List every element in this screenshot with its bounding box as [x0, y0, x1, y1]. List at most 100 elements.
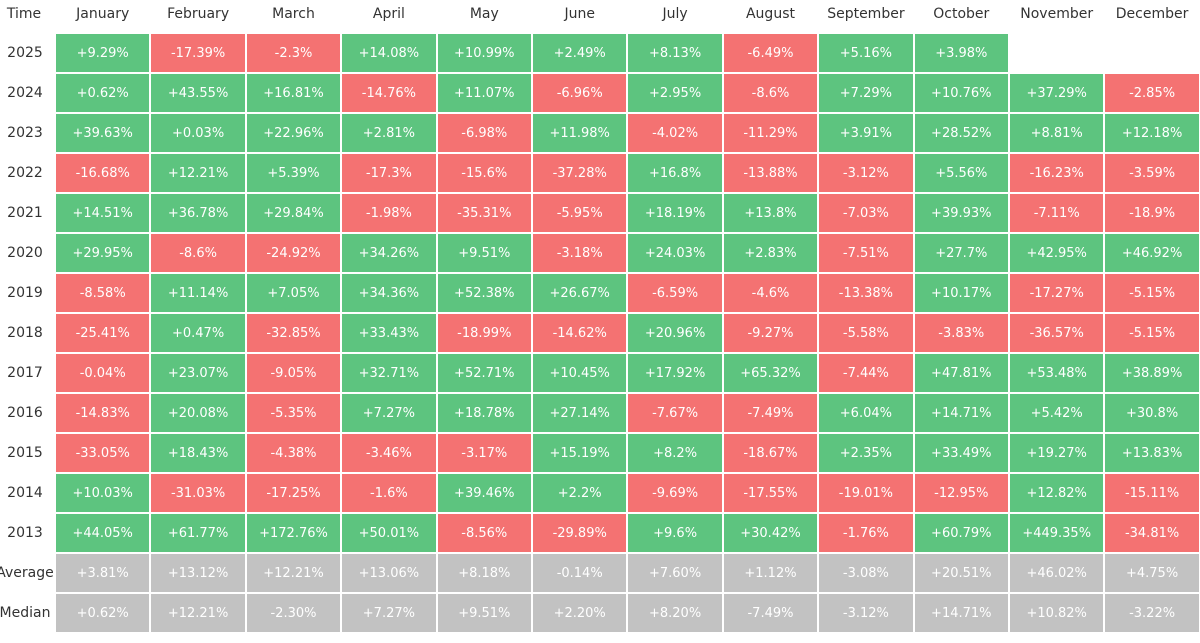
return-cell: +27.14% [533, 394, 627, 432]
return-cell: -14.62% [533, 314, 627, 352]
header-cell: September [827, 6, 905, 22]
summary-cell: +10.82% [1010, 594, 1104, 632]
return-cell: +10.99% [437, 34, 531, 72]
return-cell: -5.95% [533, 194, 627, 232]
header-cell: July [662, 6, 688, 22]
return-cell: +10.45% [533, 354, 627, 392]
return-cell: -17.55% [723, 474, 818, 512]
return-cell: +7.29% [819, 74, 913, 112]
return-cell: -36.57% [1010, 314, 1104, 352]
return-cell: -9.69% [628, 474, 722, 512]
return-cell: -3.18% [533, 234, 627, 272]
return-cell: +0.47% [151, 314, 245, 352]
return-cell: -16.68% [56, 154, 150, 192]
return-cell: +37.29% [1010, 74, 1104, 112]
summary-cell: -2.30% [246, 594, 341, 632]
summary-cell: -3.12% [819, 594, 913, 632]
return-cell: +53.48% [1010, 354, 1104, 392]
return-cell: +34.26% [342, 234, 436, 272]
return-cell: +61.77% [151, 514, 245, 552]
return-cell: -17.25% [246, 474, 341, 512]
summary-cell: +14.71% [914, 594, 1008, 632]
return-cell: +65.32% [723, 354, 818, 392]
header-cell: February [167, 6, 230, 22]
summary-cell: -3.08% [819, 554, 913, 592]
summary-cell: +7.27% [342, 594, 436, 632]
return-cell: +33.49% [914, 434, 1008, 472]
return-cell: +32.71% [342, 354, 436, 392]
return-cell: -5.58% [819, 314, 913, 352]
return-cell: -13.38% [819, 274, 913, 312]
return-cell: +9.51% [437, 234, 531, 272]
return-cell: -2.3% [246, 34, 341, 72]
return-cell: -6.98% [437, 114, 531, 152]
return-cell: -13.88% [723, 154, 818, 192]
return-cell: +16.81% [246, 74, 341, 112]
return-cell: -14.76% [342, 74, 436, 112]
return-cell: +2.81% [342, 114, 436, 152]
summary-cell: +2.20% [533, 594, 627, 632]
return-cell: -15.6% [437, 154, 531, 192]
return-cell: +12.21% [151, 154, 245, 192]
row-label: Average [0, 565, 54, 581]
return-cell: +34.36% [342, 274, 436, 312]
return-cell: -34.81% [1105, 514, 1199, 552]
return-cell: +14.51% [56, 194, 150, 232]
return-cell: +172.76% [246, 514, 341, 552]
return-cell: +33.43% [342, 314, 436, 352]
row-label: 2024 [7, 85, 43, 101]
row-label: 2023 [7, 125, 43, 141]
header-cell: March [272, 6, 315, 22]
return-cell: -5.15% [1105, 314, 1199, 352]
return-cell: +14.71% [914, 394, 1008, 432]
return-cell: +3.91% [819, 114, 913, 152]
return-cell: +10.03% [56, 474, 150, 512]
return-cell: -3.46% [342, 434, 436, 472]
return-cell: -7.03% [819, 194, 913, 232]
return-cell: -3.83% [914, 314, 1008, 352]
return-cell: +29.84% [246, 194, 341, 232]
return-cell: -8.56% [437, 514, 531, 552]
return-cell: -7.49% [723, 394, 818, 432]
return-cell: +2.83% [723, 234, 818, 272]
return-cell: +8.13% [628, 34, 722, 72]
return-cell: +11.07% [437, 74, 531, 112]
return-cell: -32.85% [246, 314, 341, 352]
return-cell: +27.7% [914, 234, 1008, 272]
return-cell: +16.8% [628, 154, 722, 192]
summary-cell: -3.22% [1105, 594, 1199, 632]
return-cell: -6.96% [533, 74, 627, 112]
summary-cell: +46.02% [1010, 554, 1104, 592]
return-cell: -9.27% [723, 314, 818, 352]
return-cell: -8.6% [723, 74, 818, 112]
return-cell: -1.76% [819, 514, 913, 552]
row-label: 2015 [7, 445, 43, 461]
summary-cell: +20.51% [914, 554, 1008, 592]
return-cell: +28.52% [914, 114, 1008, 152]
return-cell: -35.31% [437, 194, 531, 232]
row-label: 2013 [7, 525, 43, 541]
return-cell: +7.27% [342, 394, 436, 432]
return-cell: -15.11% [1105, 474, 1199, 512]
return-cell: +0.03% [151, 114, 245, 152]
summary-cell: +12.21% [246, 554, 341, 592]
return-cell: +39.93% [914, 194, 1008, 232]
return-cell: -7.67% [628, 394, 722, 432]
return-cell: +3.98% [914, 34, 1008, 72]
return-cell: +18.78% [437, 394, 531, 432]
return-cell: -4.38% [246, 434, 341, 472]
return-cell: -4.6% [723, 274, 818, 312]
return-cell: -18.9% [1105, 194, 1199, 232]
row-label: Median [0, 605, 51, 621]
return-cell: +18.43% [151, 434, 245, 472]
row-label: 2022 [7, 165, 43, 181]
return-cell: +0.62% [56, 74, 150, 112]
return-cell: +44.05% [56, 514, 150, 552]
return-cell: +2.95% [628, 74, 722, 112]
summary-cell: +3.81% [56, 554, 150, 592]
return-cell: +10.76% [914, 74, 1008, 112]
header-cell: November [1020, 6, 1094, 22]
return-cell: -7.44% [819, 354, 913, 392]
summary-cell: -0.14% [533, 554, 627, 592]
header-cell: August [745, 6, 795, 22]
